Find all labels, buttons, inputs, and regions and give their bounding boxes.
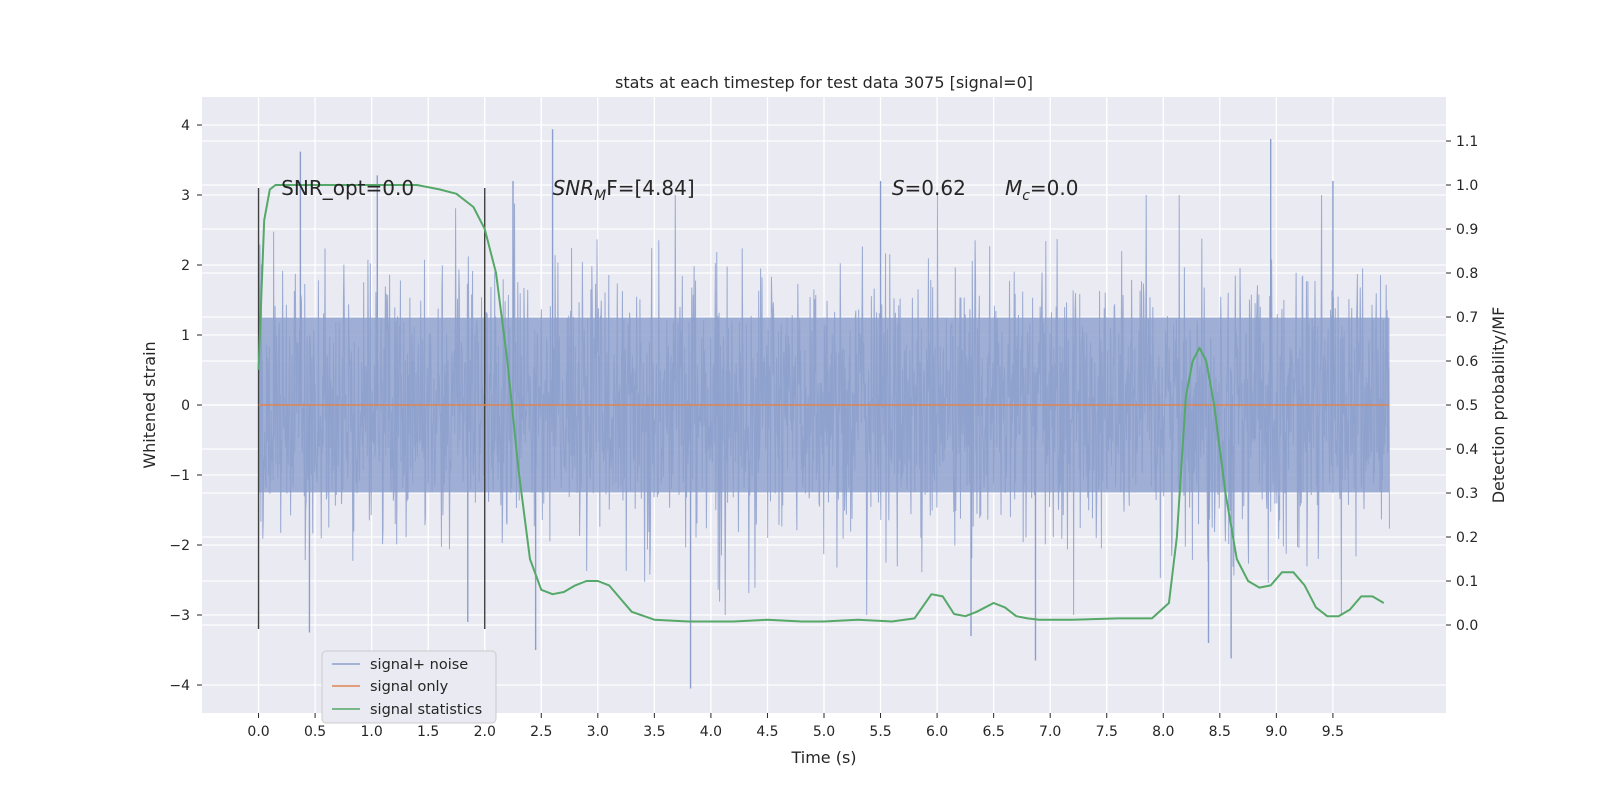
y-tick-label: 4 <box>181 118 190 134</box>
y-tick-label: 1 <box>181 328 190 344</box>
y2-tick-label: 0.0 <box>1456 618 1478 634</box>
y2-tick-label: 0.5 <box>1456 398 1478 414</box>
y2-tick-label: 1.1 <box>1456 134 1478 150</box>
x-tick-label: 7.5 <box>1096 724 1118 740</box>
x-tick-label: 1.0 <box>361 724 383 740</box>
y-tick-label: 2 <box>181 258 190 274</box>
x-tick-label: 1.5 <box>417 724 439 740</box>
y2-tick-label: 0.7 <box>1456 310 1478 326</box>
x-axis-ticks: 0.0 0.5 1.0 1.5 2.0 2.5 3.0 3.5 4.0 4.5 5.0 5.5 6.0 6… <box>247 713 1344 740</box>
x-tick-label: 3.5 <box>643 724 665 740</box>
annotation-subscript: c <box>1022 188 1030 204</box>
annotation-tail: =0.0 <box>1030 176 1079 200</box>
annotations: SNR_opt=0.0 SNRMF=[4.84] S=0.62 Mc=0.0 <box>281 176 1078 204</box>
y2-tick-label: 0.4 <box>1456 442 1478 458</box>
y-axis-label: Whitened strain <box>140 341 159 468</box>
x-tick-label: 6.5 <box>983 724 1005 740</box>
legend-label-signal-statistics: signal statistics <box>370 702 482 718</box>
y2-tick-label: 0.6 <box>1456 354 1478 370</box>
annotation-main: S <box>892 176 905 200</box>
y-tick-label: −2 <box>169 538 190 554</box>
x-tick-label: 9.5 <box>1322 724 1344 740</box>
x-tick-label: 4.0 <box>700 724 722 740</box>
y2-tick-label: 0.8 <box>1456 266 1478 282</box>
y2-tick-label: 0.1 <box>1456 574 1478 590</box>
x-tick-label: 2.0 <box>474 724 496 740</box>
x-tick-label: 0.5 <box>304 724 326 740</box>
legend: signal+ noise signal only signal statist… <box>321 650 497 724</box>
series-signal-statistics <box>257 184 1385 623</box>
x-tick-label: 6.0 <box>926 724 948 740</box>
x-tick-label: 3.0 <box>587 724 609 740</box>
annotation-main: SNR <box>553 176 595 200</box>
x-tick-label: 4.5 <box>756 724 778 740</box>
y2-tick-label: 1.0 <box>1456 178 1478 194</box>
x-axis-label: Time (s) <box>790 748 856 767</box>
signal-statistics-line <box>257 184 1385 623</box>
vertical-markers <box>257 188 486 629</box>
x-tick-label: 2.5 <box>530 724 552 740</box>
x-tick-label: 7.0 <box>1039 724 1061 740</box>
legend-box <box>321 650 497 724</box>
y2-axis-ticks: 0.0 0.1 0.2 0.3 0.4 0.5 0.6 0.7 0.8 0.9 1.0 1.1 <box>1446 134 1478 634</box>
annotation-main: M <box>1005 176 1022 200</box>
x-tick-label: 5.0 <box>813 724 835 740</box>
annotation-tail: F=[4.84] <box>606 176 694 200</box>
x-tick-label: 9.0 <box>1265 724 1287 740</box>
y2-tick-label: 0.3 <box>1456 486 1478 502</box>
annotation-text: Mc=0.0 <box>1005 176 1079 204</box>
annotation-text: S=0.62 <box>892 176 966 200</box>
x-tick-label: 8.0 <box>1152 724 1174 740</box>
y2-tick-label: 0.9 <box>1456 222 1478 238</box>
y-tick-label: 3 <box>181 188 190 204</box>
legend-label-signal-only: signal only <box>370 679 449 695</box>
annotation-text: SNRMF=[4.84] <box>553 176 695 204</box>
y-tick-label: 0 <box>181 398 190 414</box>
y2-axis-label: Detection probability/MF <box>1489 307 1508 504</box>
x-tick-label: 0.0 <box>247 724 269 740</box>
x-tick-label: 5.5 <box>869 724 891 740</box>
x-tick-label: 8.5 <box>1209 724 1231 740</box>
legend-label-signal-noise: signal+ noise <box>370 657 468 673</box>
annotation-text: SNR_opt=0.0 <box>281 176 414 200</box>
annotation-tail: =0.62 <box>905 176 966 200</box>
chart-title: stats at each timestep for test data 307… <box>615 73 1033 92</box>
annotation-subscript: M <box>594 188 606 204</box>
y-tick-label: −3 <box>169 608 190 624</box>
y-axis-ticks: −4 −3 −2 −1 0 1 2 3 4 <box>169 118 202 694</box>
y2-tick-label: 0.2 <box>1456 530 1478 546</box>
y-tick-label: −1 <box>169 468 190 484</box>
y-tick-label: −4 <box>169 678 190 694</box>
